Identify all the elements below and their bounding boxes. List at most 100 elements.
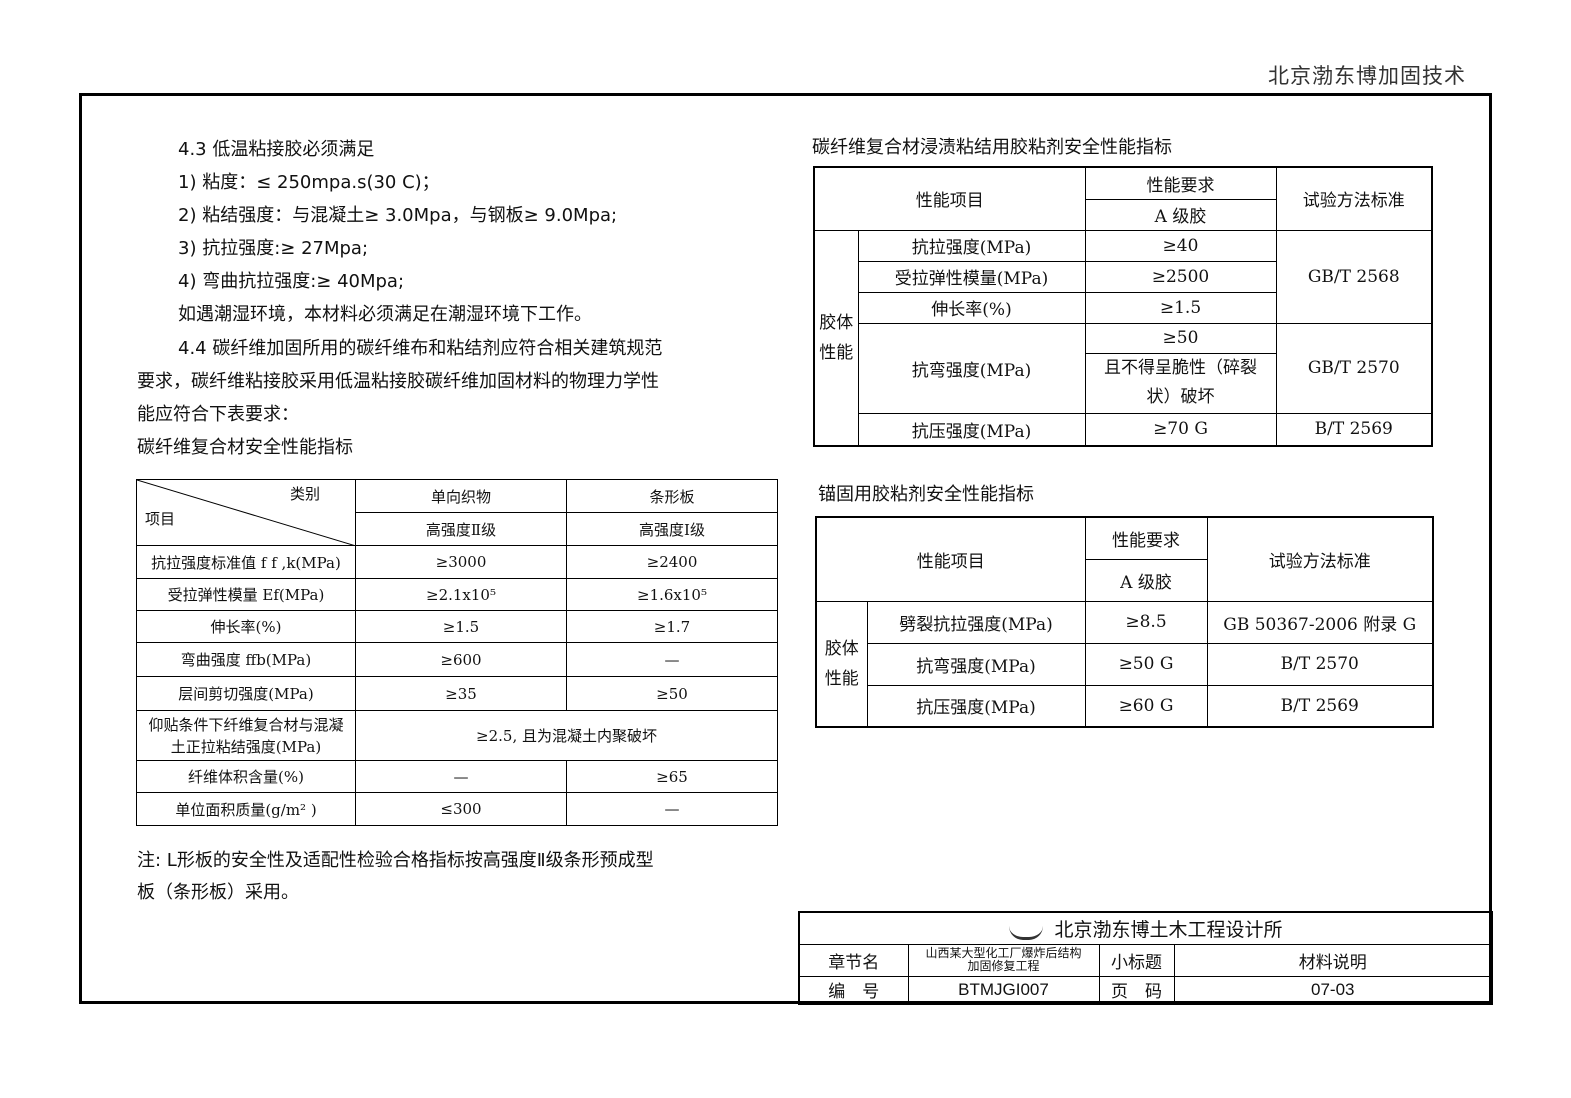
text-line: 1) 粘度：≤ 250mpa.s(30 C)； bbox=[178, 172, 440, 193]
cell: 纤维体积含量(%) bbox=[136, 760, 356, 793]
table-row: 抗拉强度标准值 f f ,k(MPa) ≥3000 ≥2400 bbox=[136, 545, 778, 579]
cell: GB/T 2570 bbox=[1275, 322, 1433, 414]
note-line: 板（条形板）采用。 bbox=[137, 882, 299, 903]
cell: ≥1.6x10⁵ bbox=[566, 578, 778, 611]
group-cell: 胶体性能 bbox=[815, 600, 868, 728]
cell: — bbox=[355, 760, 567, 793]
text-line: 4.4 碳纤维加固所用的碳纤维布和粘结剂应符合相关建筑规范 bbox=[178, 338, 663, 359]
subtitle-label: 小标题 bbox=[1098, 943, 1175, 977]
subtitle-value: 材料说明 bbox=[1173, 943, 1493, 977]
company-name: 北京渤东博土木工程设计所 bbox=[1054, 919, 1283, 941]
cell: GB/T 2568 bbox=[1275, 229, 1433, 324]
header-item: 性能项目 bbox=[813, 166, 1086, 231]
cell: 弯曲强度 ffb(MPa) bbox=[136, 642, 356, 677]
cell: ≥2.1x10⁵ bbox=[355, 578, 567, 611]
subheader-cell: 高强度Ⅰ级 bbox=[566, 512, 778, 546]
cell: GB 50367-2006 附录 G bbox=[1206, 600, 1434, 644]
impregnation-adhesive-table: 性能项目 性能要求 试验方法标准 A 级胶 胶体性能 抗拉强度(MPa) ≥40 GB/T… bbox=[813, 166, 1433, 447]
title-block: 北京渤东博土木工程设计所 章节名 山西某大型化工厂爆炸后结构加固修复工程 小标题… bbox=[798, 911, 1494, 1005]
text-line: 如遇潮湿环境，本材料必须满足在潮湿环境下工作。 bbox=[178, 304, 592, 325]
cell: 抗弯强度(MPa) bbox=[866, 642, 1086, 686]
table-row: 纤维体积含量(%) — ≥65 bbox=[136, 760, 778, 793]
header-req: 性能要求 bbox=[1084, 516, 1208, 560]
text-line: 碳纤维复合材安全性能指标 bbox=[137, 437, 353, 458]
header-grade: A 级胶 bbox=[1084, 558, 1208, 602]
cell: ≥1.7 bbox=[566, 610, 778, 643]
table-row: 弯曲强度 ffb(MPa) ≥600— bbox=[136, 642, 778, 677]
cell: ≥2400 bbox=[566, 545, 778, 579]
cell: ≤300 bbox=[355, 792, 567, 826]
cell: ≥2.5, 且为混凝土内聚破坏 bbox=[355, 710, 778, 761]
header-item: 性能项目 bbox=[815, 516, 1086, 602]
table-row: 层间剪切强度(MPa) ≥35 ≥50 bbox=[136, 676, 778, 711]
cell: ≥3000 bbox=[355, 545, 567, 579]
cell: 劈裂抗拉强度(MPa) bbox=[866, 600, 1086, 644]
table-row: 且不得呈脆性（碎裂状）破坏 bbox=[814, 352, 1432, 414]
header-cell: 条形板 bbox=[566, 479, 778, 513]
cell: 抗拉强度标准值 f f ,k(MPa) bbox=[136, 545, 356, 579]
cfrp-safety-table: 类别 项目 单向织物 条形板 高强度Ⅱ级 高强度Ⅰ级 抗拉强度标准值 f f ,… bbox=[136, 479, 778, 826]
cell: 伸长率(%) bbox=[857, 291, 1086, 324]
cell: ≥35 bbox=[355, 676, 567, 711]
page-value: 07-03 bbox=[1173, 975, 1493, 1005]
cell: — bbox=[566, 642, 778, 677]
cell: 层间剪切强度(MPa) bbox=[136, 676, 356, 711]
cell: ≥70 G bbox=[1084, 412, 1277, 447]
cell: 仰贴条件下纤维复合材与混凝土正拉粘结强度(MPa) bbox=[136, 710, 356, 761]
corner-bottom: 项目 bbox=[145, 510, 176, 528]
header-std: 试验方法标准 bbox=[1206, 516, 1434, 602]
table-row: 受拉弹性模量 Ef(MPa) ≥2.1x10⁵ ≥1.6x10⁵ bbox=[136, 578, 778, 611]
cell: ≥60 G bbox=[1084, 684, 1208, 728]
drawing-frame bbox=[79, 93, 1492, 1004]
header-cell: 单向织物 bbox=[355, 479, 567, 513]
cell: ≥600 bbox=[355, 642, 567, 677]
cell: B/T 2570 bbox=[1206, 642, 1434, 686]
text-line: 能应符合下表要求： bbox=[137, 404, 299, 425]
cell: 单位面积质量(g/m² ) bbox=[136, 792, 356, 826]
table-row: 单位面积质量(g/m² ) ≤300— bbox=[136, 792, 778, 826]
cell: 抗压强度(MPa) bbox=[866, 684, 1086, 728]
chapter-value: 山西某大型化工厂爆炸后结构加固修复工程 bbox=[907, 943, 1100, 977]
table3-title: 锚固用胶粘剂安全性能指标 bbox=[818, 484, 1034, 505]
table-row: 抗压强度(MPa) ≥70 G B/T 2569 bbox=[814, 412, 1433, 447]
cell: ≥8.5 bbox=[1084, 600, 1208, 644]
cell: ≥50 bbox=[566, 676, 778, 711]
cell: 抗压强度(MPa) bbox=[857, 412, 1086, 447]
code-label: 编 号 bbox=[798, 975, 909, 1005]
cell: ≥50 G bbox=[1084, 642, 1208, 686]
cell: B/T 2569 bbox=[1275, 412, 1433, 447]
text-line: 3) 抗拉强度:≥ 27Mpa; bbox=[178, 238, 369, 259]
chapter-label: 章节名 bbox=[798, 943, 909, 977]
table-row: 抗弯强度(MPa) ≥50 G B/T 2570 bbox=[816, 642, 1434, 686]
cell: 且不得呈脆性（碎裂状）破坏 bbox=[1084, 352, 1277, 414]
table-row: 受拉弹性模量(MPa) ≥2500 bbox=[814, 260, 1432, 293]
cell: 受拉弹性模量 Ef(MPa) bbox=[136, 578, 356, 611]
header-req: 性能要求 bbox=[1084, 166, 1277, 200]
company-logo-icon bbox=[1008, 922, 1043, 940]
page-label: 页 码 bbox=[1098, 975, 1175, 1005]
header-std: 试验方法标准 bbox=[1275, 166, 1433, 231]
text-line: 4.3 低温粘接胶必须满足 bbox=[178, 139, 375, 160]
cell: 抗弯强度(MPa) bbox=[857, 322, 1086, 414]
diagonal-line bbox=[137, 480, 356, 546]
group-cell: 胶体性能 bbox=[813, 229, 859, 447]
table-row: 仰贴条件下纤维复合材与混凝土正拉粘结强度(MPa) ≥2.5, 且为混凝土内聚破坏 bbox=[136, 710, 778, 761]
cell: ≥1.5 bbox=[355, 610, 567, 643]
table-row: 抗压强度(MPa) ≥60 G B/T 2569 bbox=[816, 684, 1434, 728]
text-line: 要求，碳纤维粘接胶采用低温粘接胶碳纤维加固材料的物理力学性 bbox=[137, 371, 659, 392]
company-cell: 北京渤东博土木工程设计所 bbox=[798, 911, 1493, 945]
cell: ≥1.5 bbox=[1084, 291, 1277, 324]
corner-top: 类别 bbox=[289, 485, 320, 503]
table-row: 胶体性能 劈裂抗拉强度(MPa) ≥8.5 GB 50367-2006 附录 G bbox=[815, 600, 1434, 728]
cell: ≥65 bbox=[566, 760, 778, 793]
table2-title: 碳纤维复合材浸渍粘结用胶粘剂安全性能指标 bbox=[812, 137, 1172, 158]
table-row: 抗弯强度(MPa) ≥50 GB/T 2570 bbox=[814, 322, 1433, 414]
table-row: 胶体性能 抗拉强度(MPa) ≥40 GB/T 2568 bbox=[813, 229, 1433, 447]
cell: 抗拉强度(MPa) bbox=[857, 229, 1086, 262]
cell: ≥50 bbox=[1084, 322, 1277, 354]
header-title: 北京渤东博加固技术 bbox=[1268, 64, 1466, 88]
cell: 受拉弹性模量(MPa) bbox=[857, 260, 1086, 293]
subheader-cell: 高强度Ⅱ级 bbox=[355, 512, 567, 546]
text-line: 4) 弯曲抗拉强度:≥ 40Mpa; bbox=[178, 271, 405, 292]
anchor-adhesive-table: 性能项目 性能要求 试验方法标准 A 级胶 胶体性能 劈裂抗拉强度(MPa) ≥8.5 G… bbox=[815, 516, 1434, 728]
